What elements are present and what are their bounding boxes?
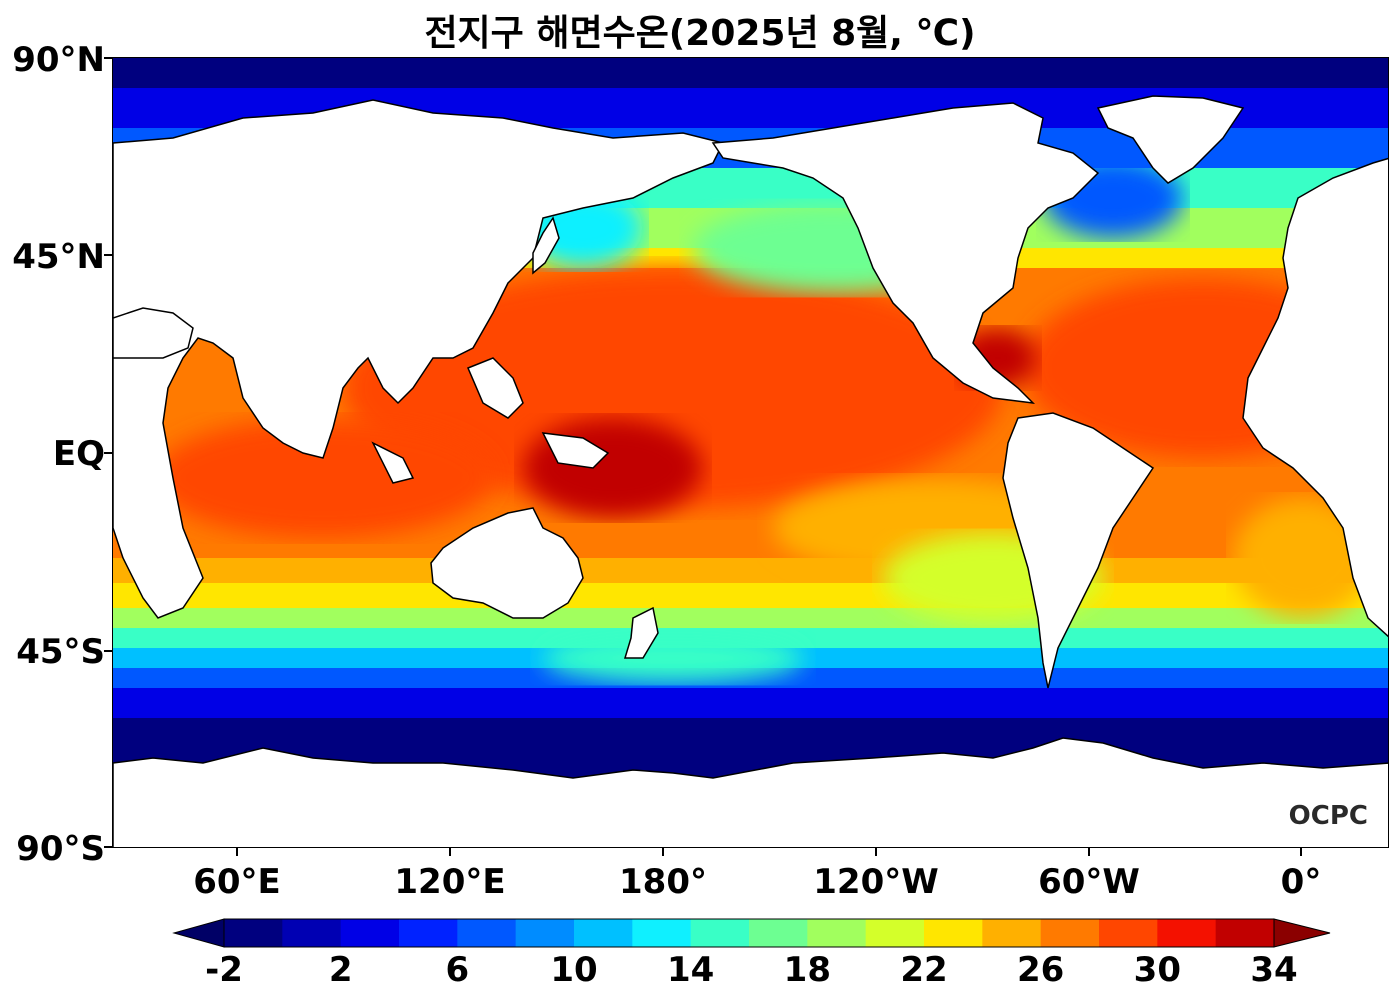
colorbar-segment <box>1099 919 1158 947</box>
lat-tick <box>104 254 112 256</box>
colorbar-tick-label: 22 <box>900 950 948 990</box>
colorbar-segment <box>982 919 1042 947</box>
lon-label-60e: 60°E <box>193 862 281 902</box>
lon-label-180: 180° <box>619 862 707 902</box>
lon-tick <box>1300 848 1302 856</box>
colorbar-tick-label: 30 <box>1133 950 1181 990</box>
lon-tick <box>236 848 238 856</box>
colorbar-segment <box>632 919 692 947</box>
lon-label-120e: 120°E <box>394 862 506 902</box>
lat-tick <box>104 650 112 652</box>
land-masses <box>113 95 1388 847</box>
colorbar-segment <box>457 919 517 947</box>
lon-label-120w: 120°W <box>813 862 939 902</box>
colorbar-segment <box>574 919 633 947</box>
colorbar-tick-label: 14 <box>666 950 715 990</box>
lon-tick <box>875 848 877 856</box>
ocpc-logo: OCPC <box>1288 801 1368 831</box>
lon-label-0: 0° <box>1280 862 1322 902</box>
colorbar-tick-label: -2 <box>205 950 243 990</box>
colorbar-segment <box>340 919 400 947</box>
colorbar-under-arrow <box>172 918 225 948</box>
lat-label-45n: 45°N <box>12 237 105 277</box>
colorbar-border <box>223 918 1275 948</box>
colorbar-segment <box>865 919 925 947</box>
colorbar-over-arrow <box>1273 918 1331 948</box>
lat-tick <box>104 452 112 454</box>
colorbar <box>172 918 1331 948</box>
lon-tick <box>449 848 451 856</box>
colorbar-segment <box>1157 919 1217 947</box>
colorbar-tick-label: 6 <box>445 950 470 990</box>
lat-tick <box>104 57 112 59</box>
lat-label-90s: 90°S <box>16 829 105 869</box>
colorbar-segment <box>924 919 983 947</box>
lat-label-90n: 90°N <box>12 40 105 80</box>
colorbar-segment <box>224 919 283 947</box>
colorbar-segment <box>807 919 867 947</box>
map-title: 전지구 해면수온(2025년 8월, ℃) <box>424 13 976 54</box>
lon-tick <box>1088 848 1090 856</box>
colorbar-tick-label: 18 <box>783 950 831 990</box>
colorbar-segment <box>749 919 808 947</box>
sst-map-canvas <box>113 58 1388 847</box>
colorbar-segment <box>1215 919 1275 947</box>
colorbar-segment <box>282 919 342 947</box>
sst-map: OCPC <box>112 57 1389 848</box>
colorbar-tick-label: 34 <box>1250 950 1298 990</box>
lat-label-eq: EQ <box>52 434 105 474</box>
colorbar-tick-label: 2 <box>328 950 353 990</box>
colorbar-segment <box>399 919 458 947</box>
colorbar-tick-label: 26 <box>1016 950 1065 990</box>
colorbar-segment <box>515 919 575 947</box>
lat-tick <box>104 846 112 848</box>
colorbar-segment <box>1040 919 1100 947</box>
colorbar-tick-label: 10 <box>550 950 598 990</box>
colorbar-segment <box>690 919 750 947</box>
lon-label-60w: 60°W <box>1038 862 1140 902</box>
lat-label-45s: 45°S <box>16 632 105 672</box>
lon-tick <box>662 848 664 856</box>
